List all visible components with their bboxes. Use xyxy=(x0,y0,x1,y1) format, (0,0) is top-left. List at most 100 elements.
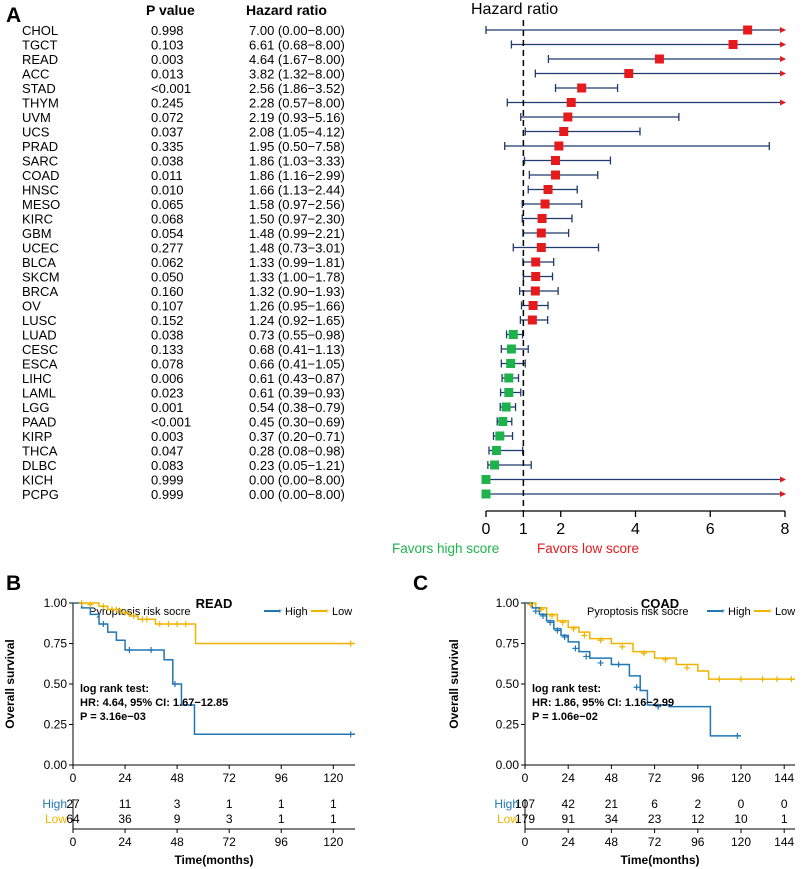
km-y-tick-label: 0.00 xyxy=(44,758,68,772)
hr-ci-text: 7.00 (0.00−8.00) xyxy=(249,23,345,38)
km-x-tick-label: 72 xyxy=(223,771,237,785)
hr-ci-text: 1.33 (0.99−1.81) xyxy=(249,255,345,270)
km-x-tick-label: 48 xyxy=(605,771,619,785)
km-risk-x-tick-label: 96 xyxy=(691,835,705,849)
km-legend-low-censor: + xyxy=(325,607,330,616)
hr-point xyxy=(491,446,501,455)
km-x-tick-label: 96 xyxy=(275,771,289,785)
km-risk-count: 1 xyxy=(330,812,337,826)
p-value: 0.068 xyxy=(151,212,184,227)
p-value: 0.245 xyxy=(151,96,184,111)
hr-ci-text: 0.28 (0.08−0.98) xyxy=(249,444,345,459)
cancer-label: COAD xyxy=(22,168,60,183)
km-censor-low xyxy=(581,632,588,639)
km-censor-low xyxy=(143,616,150,623)
km-legend-title: Pyroptosis risk socre xyxy=(89,606,190,618)
hr-point xyxy=(536,243,546,252)
hr-ci-text: 1.95 (0.50−7.58) xyxy=(249,139,345,154)
hr-ci-text: 2.19 (0.93−5.16) xyxy=(249,110,345,125)
hr-point xyxy=(531,257,541,267)
forest-rows: CHOL 0.998 7.00 (0.00−8.00) TGCT 0.103 6.61 (… xyxy=(22,23,345,502)
p-value: 0.999 xyxy=(151,473,184,488)
km-censor-low xyxy=(619,643,626,650)
km-censor-low xyxy=(527,601,534,608)
forest-x-tick-label: 2 xyxy=(556,521,565,538)
km-risk-label: High xyxy=(42,797,67,811)
p-value: 0.335 xyxy=(151,139,184,154)
cancer-label: PAAD xyxy=(22,415,56,430)
km-risk-count: 34 xyxy=(605,812,619,826)
km-censor-low xyxy=(774,676,780,683)
km-censor-low xyxy=(78,600,85,606)
cancer-label: LUSC xyxy=(22,313,57,328)
km-y-tick-label: 0.25 xyxy=(496,718,520,732)
km-x-tick-label: 0 xyxy=(70,771,77,785)
km-y-tick-label: 0.25 xyxy=(44,718,68,732)
favors-low-label: Favors low score xyxy=(537,541,639,556)
hr-point xyxy=(743,25,753,35)
hr-point xyxy=(481,475,491,484)
km-legend-low-censor: + xyxy=(768,607,773,616)
km-censor-high xyxy=(583,653,590,660)
km-censor-high xyxy=(572,645,579,652)
cancer-label: PRAD xyxy=(22,139,58,154)
cancer-label: KIRP xyxy=(22,429,52,444)
km-stat-line: log rank test: xyxy=(532,683,601,695)
hr-point xyxy=(495,431,505,441)
cancer-label: KICH xyxy=(22,473,53,488)
panel-c-label: C xyxy=(413,572,428,595)
km-censor-high xyxy=(126,646,133,653)
km-risk-count: 23 xyxy=(648,812,662,826)
km-title: COAD xyxy=(641,596,679,611)
hr-ci-text: 0.54 (0.38−0.79) xyxy=(249,400,345,415)
cancer-label: PCPG xyxy=(22,487,59,502)
hr-ci-text: 1.26 (0.95−1.66) xyxy=(249,299,345,314)
hr-point xyxy=(563,112,573,122)
cancer-label: UVM xyxy=(22,110,51,125)
km-legend-low-label: Low xyxy=(332,606,352,618)
hr-point xyxy=(566,98,576,107)
hr-point xyxy=(531,272,541,281)
header-pvalue: P value xyxy=(146,2,195,18)
km-censor-high xyxy=(540,612,546,619)
km-censor-low xyxy=(87,601,94,608)
p-value: 0.078 xyxy=(151,357,184,372)
km-risk-count: 1 xyxy=(226,797,233,811)
forest-plot: 0 1 2 4 6 8 xyxy=(481,20,790,538)
p-value: 0.998 xyxy=(151,23,184,38)
km-risk-count: 0 xyxy=(781,797,788,811)
ci-arrow xyxy=(780,70,786,77)
p-value: 0.160 xyxy=(151,284,184,299)
hr-ci-text: 1.50 (0.97−2.30) xyxy=(249,212,345,227)
km-risk-count: 12 xyxy=(691,812,705,826)
hr-ci-text: 1.48 (0.99−2.21) xyxy=(249,226,345,241)
p-value: 0.062 xyxy=(151,255,184,270)
km-risk-label: Low xyxy=(45,812,67,826)
hr-point xyxy=(537,214,547,223)
hr-ci-text: 6.61 (0.68−8.00) xyxy=(249,38,345,53)
cancer-label: CESC xyxy=(22,342,58,357)
p-value: 0.001 xyxy=(151,400,184,415)
km-x-label: Time(months) xyxy=(174,853,253,867)
cancer-label: THCA xyxy=(22,444,58,459)
hr-point xyxy=(508,330,518,339)
hr-ci-text: 0.45 (0.30−0.69) xyxy=(249,415,345,430)
km-censor-low xyxy=(640,650,647,657)
km-y-tick-label: 1.00 xyxy=(44,596,68,610)
km-censor-low xyxy=(662,656,669,663)
km-censor-low xyxy=(100,603,107,610)
km-risk-count: 2 xyxy=(694,797,701,811)
cancer-label: LIHC xyxy=(22,371,52,386)
ci-arrow xyxy=(780,491,786,497)
hr-point xyxy=(490,460,500,470)
p-value: 0.133 xyxy=(151,342,184,357)
ci-arrow xyxy=(780,27,786,33)
hr-ci-text: 1.86 (1.16−2.99) xyxy=(249,168,345,183)
p-value: 0.103 xyxy=(151,38,184,53)
km-censor-high xyxy=(597,659,604,666)
km-y-tick-label: 0.00 xyxy=(496,758,520,772)
km-censor-high xyxy=(655,703,662,710)
cancer-label: STAD xyxy=(22,81,56,96)
hr-ci-text: 0.61 (0.39−0.93) xyxy=(249,386,345,401)
hr-point xyxy=(481,489,491,499)
